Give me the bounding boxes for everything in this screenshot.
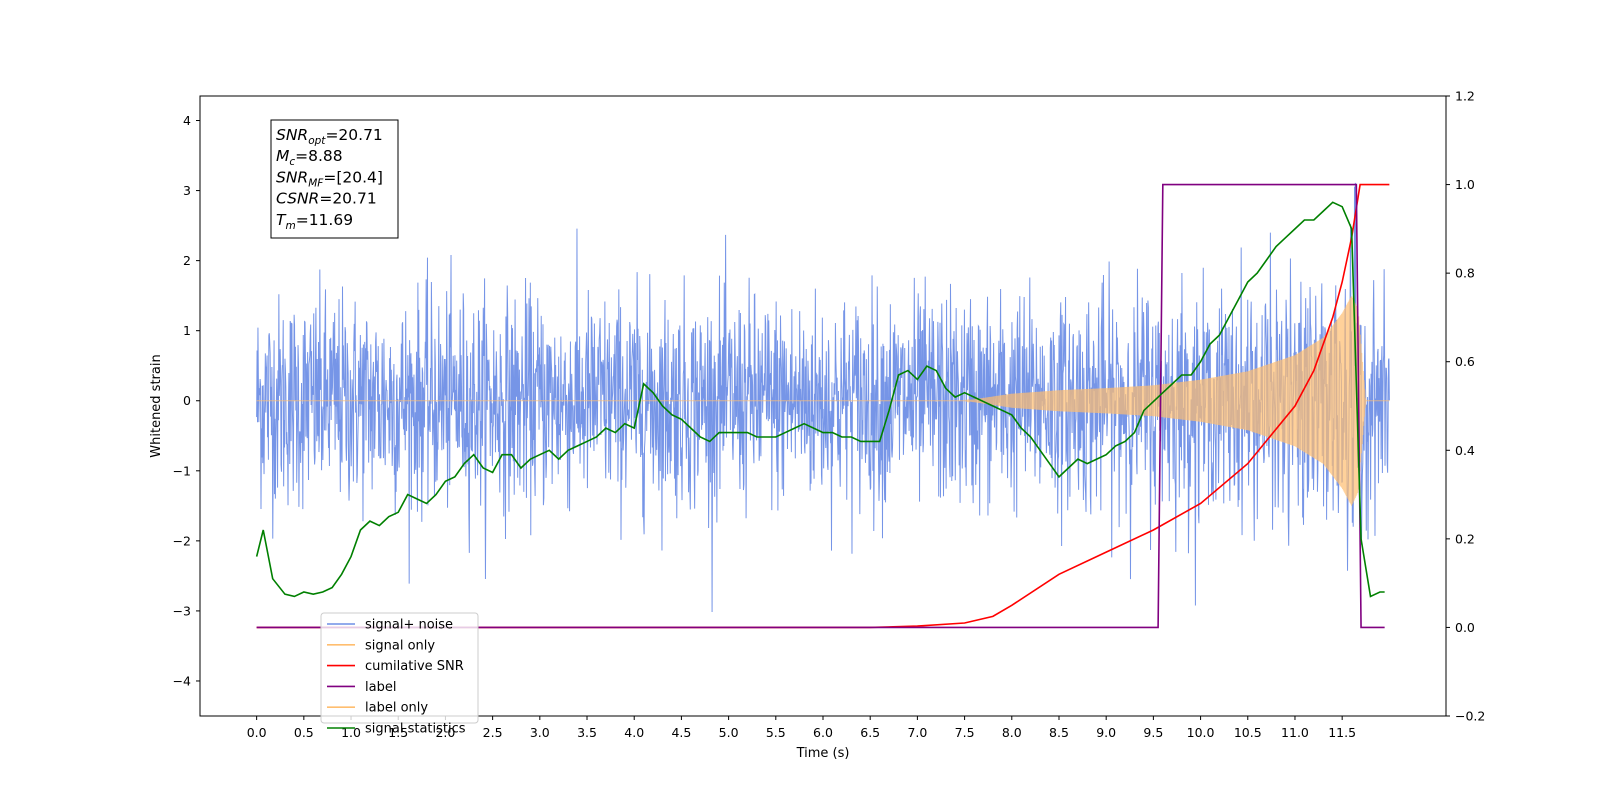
y-left-tick-label: 1 [183, 323, 191, 338]
y-right-tick-label: 0.8 [1455, 266, 1475, 281]
x-tick-label: 9.5 [1143, 725, 1163, 740]
legend-label: label only [365, 701, 428, 716]
x-tick-label: 3.0 [530, 725, 550, 740]
legend-label: label [365, 680, 396, 695]
annotation-frame [270, 119, 399, 239]
legend-label: signal statistics [365, 722, 466, 737]
legend: signal+ noise signal only cumilative SNR la… [320, 612, 479, 737]
y-right-tick-label: 0.4 [1455, 443, 1475, 458]
series-layer [255, 182, 1390, 629]
x-tick-label: 2.5 [483, 725, 503, 740]
x-axis: 0.0 0.5 1.0 1.5 2.0 2.5 3.0 3.5 4.0 4.5 5.0 5.5 6.0 6… [247, 716, 1356, 740]
y-left-tick-label: 0 [183, 393, 191, 408]
x-tick-label: 0.0 [247, 725, 267, 740]
y-axis-right: −0.2 0.0 0.2 0.4 0.6 0.8 1.0 1.2 [1446, 89, 1485, 724]
x-tick-label: 1.5 [388, 725, 408, 740]
x-tick-label: 10.5 [1234, 725, 1262, 740]
x-tick-label: 6.5 [860, 725, 880, 740]
annotation-line: Mc=8.88 [276, 147, 343, 168]
legend-label: signal+ noise [365, 618, 453, 633]
y-axis-left: −4 −3 −2 −1 0 1 2 3 4 [173, 113, 200, 688]
x-tick-label: 7.0 [907, 725, 927, 740]
x-tick-label: 2.0 [435, 725, 455, 740]
x-tick-label: 10.0 [1187, 725, 1215, 740]
y-left-tick-label: −3 [173, 603, 191, 618]
x-tick-label: 4.5 [671, 725, 691, 740]
x-tick-label: 4.0 [624, 725, 644, 740]
x-tick-label: 8.0 [1002, 725, 1022, 740]
y-right-tick-label: 0.0 [1455, 620, 1475, 635]
y-right-tick-label: 0.6 [1455, 354, 1475, 369]
y-left-tick-label: −4 [173, 673, 191, 688]
y-left-tick-label: 2 [183, 253, 191, 268]
series-label-line [256, 183, 1385, 629]
y-left-tick-label: 3 [183, 183, 191, 198]
x-tick-label: 0.5 [294, 725, 314, 740]
x-tick-label: 7.5 [955, 725, 975, 740]
legend-frame [320, 612, 479, 724]
annotation-line: Tm=11.69 [276, 211, 353, 232]
stats-annotation-box: SNRopt=20.71Mc=8.88SNRMF=[20.4]CSNR=20.7… [270, 119, 399, 239]
x-tick-label: 8.5 [1049, 725, 1069, 740]
legend-label: signal only [365, 638, 435, 653]
y-right-tick-label: 0.2 [1455, 531, 1475, 546]
annotation-line: CSNR=20.71 [276, 190, 377, 208]
y-right-tick-label: −0.2 [1455, 709, 1485, 724]
y-right-tick-label: 1.0 [1455, 177, 1475, 192]
x-tick-label: 6.0 [813, 725, 833, 740]
x-tick-label: 11.0 [1281, 725, 1309, 740]
x-tick-label: 5.0 [719, 725, 739, 740]
x-tick-label: 9.0 [1096, 725, 1116, 740]
y-axis-label: Whitened strain [149, 354, 164, 457]
x-axis-label: Time (s) [796, 746, 850, 761]
y-left-tick-label: −2 [173, 533, 191, 548]
y-right-tick-label: 1.2 [1455, 89, 1475, 104]
annotation-line: SNRopt=20.71 [276, 126, 383, 147]
y-left-tick-label: 4 [183, 113, 191, 128]
x-tick-label: 11.5 [1328, 725, 1356, 740]
annotation-line: SNRMF=[20.4] [276, 168, 383, 189]
series-signal-only-line [256, 296, 1390, 506]
x-tick-label: 3.5 [577, 725, 597, 740]
legend-label: cumilative SNR [365, 659, 464, 674]
series-signal-statistics-line [255, 201, 1385, 598]
x-tick-label: 5.5 [766, 725, 786, 740]
y-left-tick-label: −1 [173, 463, 191, 478]
